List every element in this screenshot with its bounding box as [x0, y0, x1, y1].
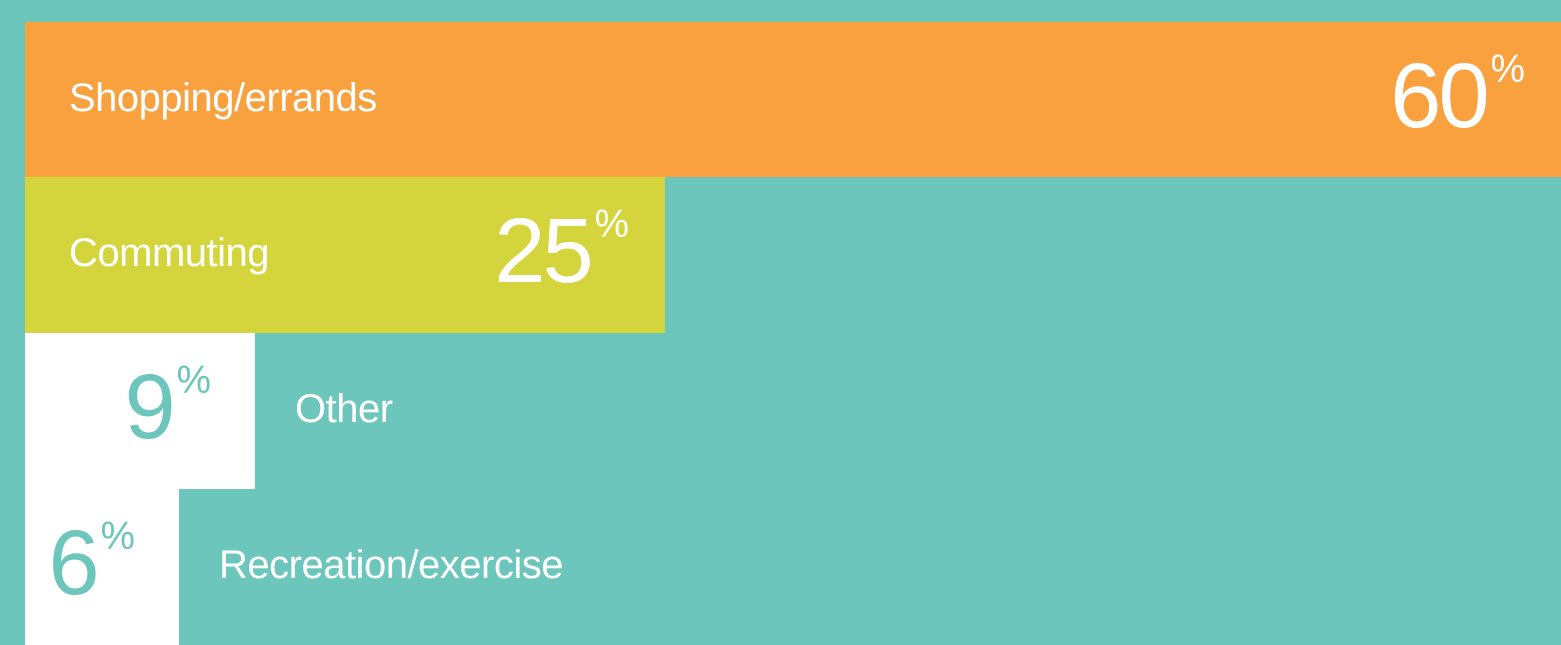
- value-label: 25%: [494, 205, 629, 297]
- bar-row-commuting: Commuting 25%: [25, 177, 1561, 333]
- bar-recreation-exercise: [25, 489, 179, 645]
- bar-shopping-errands: [25, 22, 1561, 177]
- category-label: Other: [295, 387, 393, 431]
- bar-row-recreation-exercise: Recreation/exercise 6%: [25, 489, 1561, 645]
- value-number: 6: [48, 512, 99, 614]
- value-number: 60: [1390, 45, 1489, 147]
- category-label: Recreation/exercise: [219, 543, 564, 587]
- bar-row-shopping-errands: Shopping/errands 60%: [25, 22, 1561, 178]
- value-label: 6%: [48, 517, 135, 609]
- bar-row-other: Other 9%: [25, 333, 1561, 489]
- value-label: 60%: [1390, 50, 1525, 142]
- percent-sign: %: [594, 202, 629, 246]
- category-label: Commuting: [69, 231, 270, 275]
- category-label: Shopping/errands: [69, 76, 377, 120]
- bar-chart: Shopping/errands 60% Commuting 25% Other 9% Re…: [25, 22, 1561, 645]
- percent-sign: %: [100, 514, 135, 558]
- bar-commuting: [25, 177, 665, 333]
- percent-sign: %: [1490, 47, 1525, 91]
- percent-sign: %: [176, 358, 211, 402]
- value-number: 25: [494, 200, 593, 302]
- value-number: 9: [124, 356, 175, 458]
- value-label: 9%: [124, 361, 211, 453]
- bar-other: [25, 333, 255, 489]
